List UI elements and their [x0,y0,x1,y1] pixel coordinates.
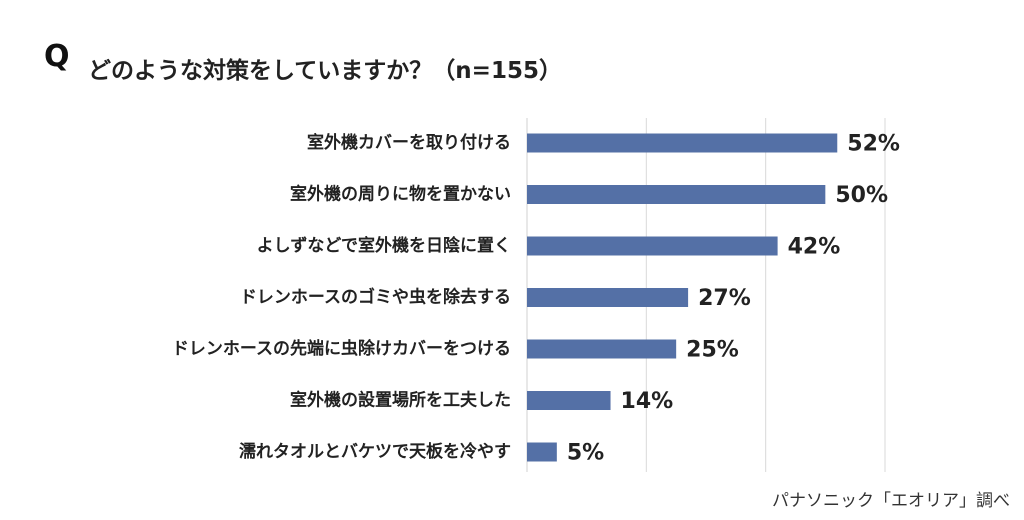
value-label: 25% [686,338,739,363]
category-label: ドレンホースのゴミや虫を除去する [240,287,511,308]
bar [527,391,611,410]
category-label: ドレンホースの先端に虫除けカバーをつける [172,338,511,359]
bar [527,339,677,359]
value-label: 52% [847,132,900,157]
question-title: どのような対策をしていますか？（n=155） [88,58,562,84]
bar [527,133,838,153]
bar [527,236,778,256]
category-label: 室外機カバーを取り付ける [307,132,511,153]
value-label: 50% [835,183,888,208]
value-label: 14% [621,389,674,414]
category-label: 室外機の周りに物を置かない [290,184,511,205]
value-label: 27% [698,286,751,311]
category-label: 室外機の設置場所を工夫した [290,390,511,411]
source-note: パナソニック「エオリア」調べ [772,491,1010,511]
bar [527,185,826,204]
value-label: 42% [788,235,841,260]
category-label: よしずなどで室外機を日陰に置く [257,235,511,256]
bar [527,442,557,462]
category-label: 濡れタオルとバケツで天板を冷やす [239,441,511,462]
bar [527,288,689,307]
value-label: 5% [567,441,604,466]
question-q-mark: Q [44,39,70,74]
